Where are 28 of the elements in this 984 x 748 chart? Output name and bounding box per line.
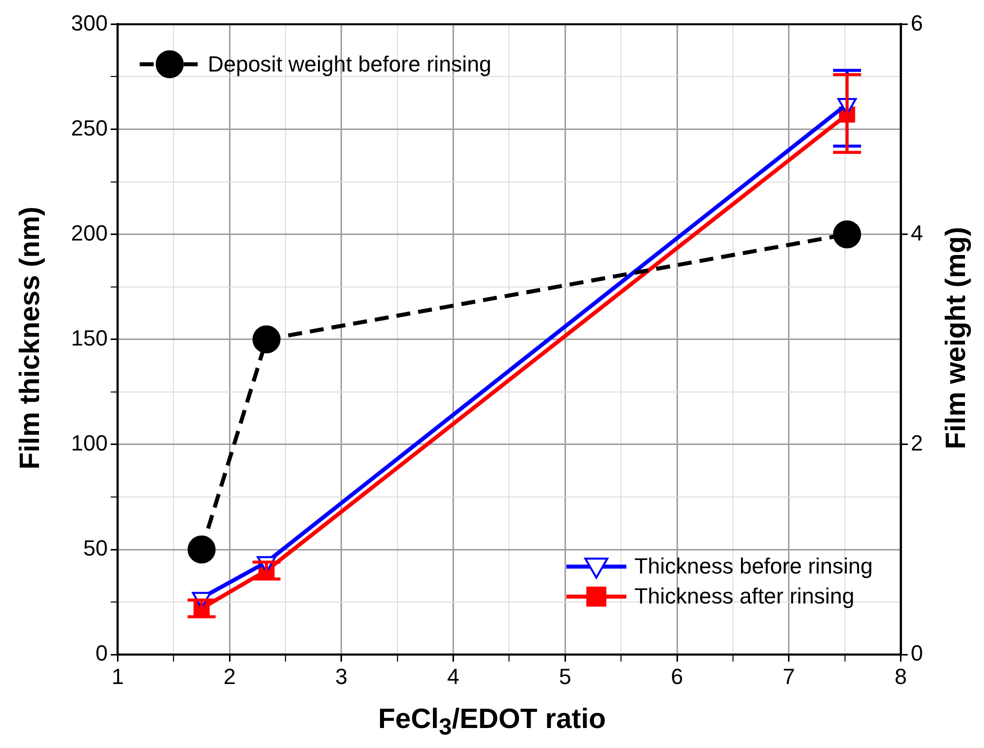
y2-tick-label: 0 (910, 640, 924, 666)
y-tick-label: 0 (95, 640, 108, 666)
point (833, 220, 862, 248)
y-tick-label: 100 (70, 430, 108, 456)
y2-tick-label: 6 (910, 10, 924, 36)
legend-label: Deposit weight before rinsing (208, 51, 492, 76)
y2-tick-label: 4 (910, 220, 924, 246)
legend-label: Thickness after rinsing (634, 584, 854, 609)
x-tick-label: 2 (223, 664, 236, 689)
x-tick-label: 7 (782, 664, 796, 689)
x-tick-label: 4 (447, 664, 460, 689)
x-tick-label: 8 (894, 664, 907, 689)
y-tick-label: 200 (70, 220, 108, 246)
x-axis-title: FeCl$_{3}$/EDOT ratio (378, 703, 606, 741)
legend-label: Thickness before rinsing (634, 554, 873, 579)
x-tick-label: 5 (559, 664, 572, 689)
point (188, 536, 216, 564)
x-tick-label: 6 (670, 664, 684, 689)
x-tick-label: 3 (335, 664, 348, 689)
y-tick-label: 150 (70, 325, 108, 350)
y-tick-label: 250 (70, 115, 108, 140)
point (252, 325, 280, 354)
y2-tick-label: 2 (910, 430, 924, 456)
y-axis-title: Film thickness (nm) (14, 206, 46, 470)
y-tick-label: 300 (70, 10, 108, 36)
y-tick-label: 50 (83, 536, 108, 561)
y2-axis-title: Film weight (mg) (940, 226, 972, 450)
x-tick-label: 1 (112, 664, 124, 689)
